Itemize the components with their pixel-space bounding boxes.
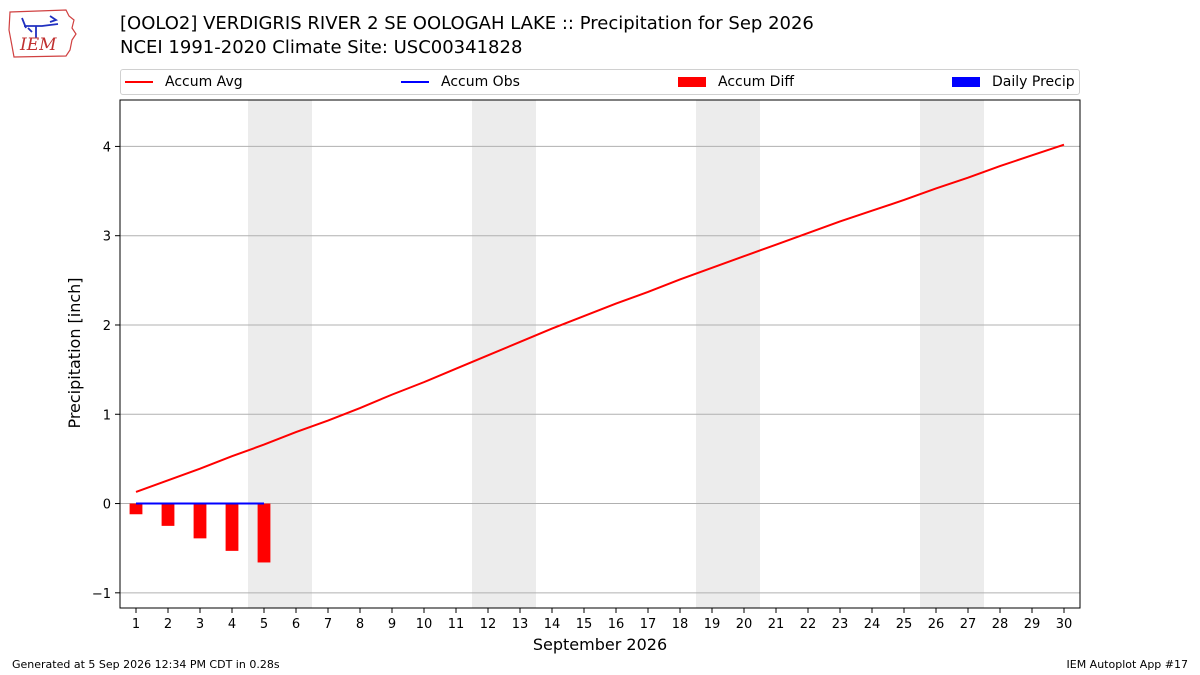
- legend-item-daily-precip: Daily Precip: [952, 73, 1075, 91]
- plot-frame: [119, 99, 1081, 609]
- app-label: IEM Autoplot App #17: [1066, 658, 1189, 671]
- x-tick-label: 5: [260, 617, 268, 632]
- legend-item-accum-diff: Accum Diff: [678, 73, 794, 91]
- weekend-shade-3: [696, 100, 760, 608]
- legend-label-daily-precip: Daily Precip: [992, 74, 1075, 90]
- x-tick-label: 28: [992, 617, 1009, 632]
- x-tick-label: 10: [416, 617, 433, 632]
- y-axis-label: Precipitation [inch]: [65, 277, 84, 428]
- y-tick-label: 1: [103, 408, 111, 423]
- x-tick-label: 20: [736, 617, 753, 632]
- x-tick-label: 8: [356, 617, 364, 632]
- logo-text: IEM: [19, 35, 57, 55]
- x-tick-label: 14: [544, 617, 561, 632]
- accum-diff-bar: [161, 503, 175, 526]
- chart-title: [OOLO2] VERDIGRIS RIVER 2 SE OOLOGAH LAK…: [120, 13, 814, 34]
- legend-swatch-accum-diff: [678, 77, 706, 87]
- x-axis-ticks: 1 2 3 4 5 6 7 8 9 10 11 12 13 14 15 16 17 18 19 20 21 22 23 24 2…: [132, 608, 1072, 632]
- x-tick-label: 7: [324, 617, 332, 632]
- accum-avg-line: [135, 143, 1065, 493]
- x-tick-label: 1: [132, 617, 140, 632]
- chart-legend: Accum Avg Accum Obs Accum Diff Daily Pre…: [120, 69, 1080, 95]
- x-tick-label: 21: [768, 617, 785, 632]
- accum-diff-bar: [193, 503, 207, 539]
- x-tick-label: 13: [512, 617, 529, 632]
- x-tick-label: 15: [576, 617, 593, 632]
- y-tick-label: 3: [103, 230, 111, 245]
- weather-station-icon: [21, 15, 59, 38]
- legend-item-accum-avg: Accum Avg: [125, 73, 243, 91]
- accum-diff-bar: [129, 503, 143, 515]
- series-lines: [135, 143, 1065, 505]
- legend-swatch-accum-avg: [125, 81, 153, 83]
- weekend-shade-4: [920, 100, 984, 608]
- x-tick-label: 23: [832, 617, 849, 632]
- iowa-outline: [8, 9, 77, 58]
- accum-diff-bar: [257, 503, 271, 563]
- legend-swatch-daily-precip: [952, 77, 980, 87]
- bars: [129, 503, 271, 563]
- legend-label-accum-obs: Accum Obs: [441, 74, 520, 90]
- x-tick-label: 4: [228, 617, 236, 632]
- x-tick-label: 19: [704, 617, 721, 632]
- x-tick-label: 11: [448, 617, 465, 632]
- x-tick-label: 2: [164, 617, 172, 632]
- y-tick-label: 2: [103, 319, 111, 334]
- chart-subtitle: NCEI 1991-2020 Climate Site: USC00341828: [120, 37, 523, 58]
- y-tick-label: −1: [92, 587, 111, 602]
- iem-logo: IEM: [8, 9, 77, 58]
- x-tick-label: 22: [800, 617, 817, 632]
- x-tick-label: 26: [928, 617, 945, 632]
- legend-label-accum-diff: Accum Diff: [718, 74, 795, 90]
- x-tick-label: 27: [960, 617, 977, 632]
- gridlines: [120, 145, 1080, 594]
- y-axis-ticks: −1 0 1 2 3 4: [92, 140, 120, 602]
- x-tick-label: 12: [480, 617, 497, 632]
- weekend-shading: [248, 100, 984, 608]
- x-tick-label: 30: [1056, 617, 1073, 632]
- legend-item-accum-obs: Accum Obs: [401, 73, 520, 91]
- x-tick-label: 6: [292, 617, 300, 632]
- x-tick-label: 3: [196, 617, 204, 632]
- x-tick-label: 29: [1024, 617, 1041, 632]
- legend-label-accum-avg: Accum Avg: [165, 74, 243, 90]
- x-tick-label: 17: [640, 617, 657, 632]
- x-axis-label: September 2026: [533, 635, 667, 654]
- x-tick-label: 18: [672, 617, 689, 632]
- x-tick-label: 9: [388, 617, 396, 632]
- x-tick-label: 16: [608, 617, 625, 632]
- x-tick-label: 24: [864, 617, 881, 632]
- generated-timestamp: Generated at 5 Sep 2026 12:34 PM CDT in …: [12, 658, 280, 671]
- x-tick-label: 25: [896, 617, 913, 632]
- weekend-shade-2: [472, 100, 536, 608]
- accum-diff-bar: [225, 503, 239, 551]
- legend-swatch-accum-obs: [401, 81, 429, 83]
- y-tick-label: 4: [103, 140, 111, 155]
- y-tick-label: 0: [103, 498, 111, 513]
